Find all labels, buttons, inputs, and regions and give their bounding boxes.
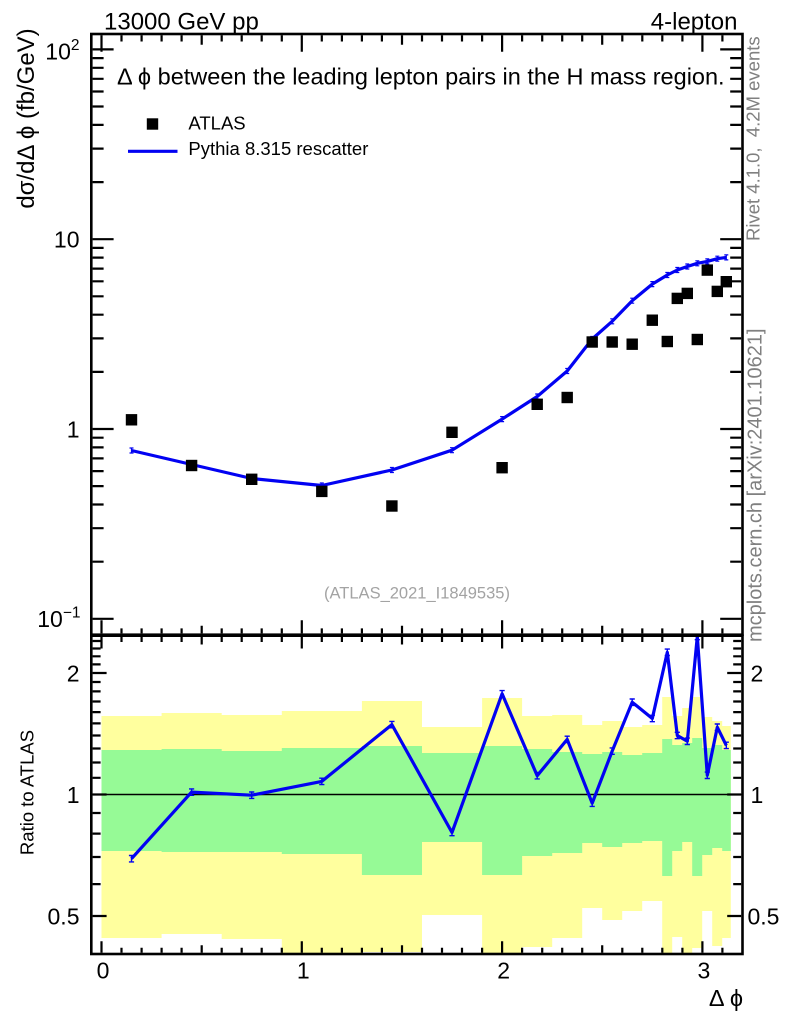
svg-text:Pythia 8.315 rescatter: Pythia 8.315 rescatter: [188, 138, 368, 159]
svg-text:(ATLAS_2021_I1849535): (ATLAS_2021_I1849535): [324, 585, 510, 603]
svg-text:Δ ϕ between the leading lepton: Δ ϕ between the leading lepton pairs in …: [117, 64, 725, 90]
svg-text:0.5: 0.5: [748, 903, 780, 929]
svg-text:4-lepton: 4-lepton: [651, 8, 738, 35]
svg-text:mcplots.cern.ch [arXiv:2401.10: mcplots.cern.ch [arXiv:2401.10621]: [745, 328, 767, 642]
svg-text:10−1: 10−1: [37, 605, 80, 633]
svg-text:Ratio to ATLAS: Ratio to ATLAS: [17, 730, 38, 855]
svg-text:2: 2: [751, 660, 764, 686]
svg-text:dσ/dΔ ϕ (fb/GeV): dσ/dΔ ϕ (fb/GeV): [13, 28, 40, 208]
svg-text:3: 3: [698, 958, 711, 984]
svg-text:13000 GeV pp: 13000 GeV pp: [104, 9, 259, 36]
svg-text:2: 2: [497, 958, 510, 984]
svg-text:1: 1: [751, 782, 764, 808]
svg-text:1: 1: [67, 416, 80, 442]
svg-text:ATLAS: ATLAS: [188, 113, 245, 134]
svg-text:1: 1: [297, 958, 310, 984]
svg-text:Rivet 4.1.0, 4.2M events: Rivet 4.1.0, 4.2M events: [743, 36, 764, 241]
svg-text:Δ ϕ: Δ ϕ: [709, 985, 743, 1011]
svg-text:2: 2: [67, 660, 80, 686]
svg-text:1: 1: [67, 782, 80, 808]
svg-text:0: 0: [97, 958, 110, 984]
svg-text:0.5: 0.5: [48, 903, 80, 929]
svg-text:10: 10: [54, 227, 80, 253]
